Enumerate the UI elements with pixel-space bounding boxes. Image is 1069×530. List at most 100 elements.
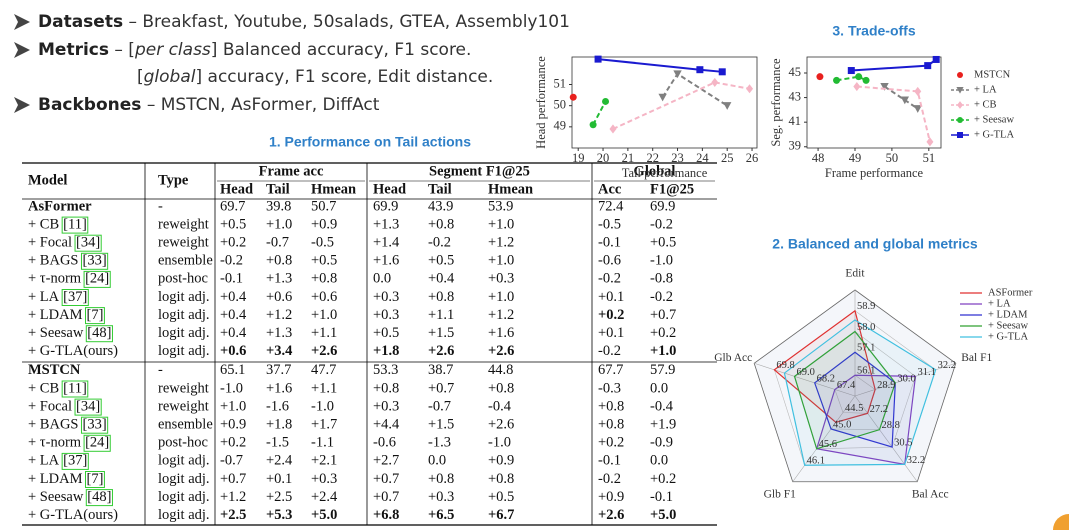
table-group-header: Segment F1@25 <box>429 163 530 179</box>
table-cell: +2.6 <box>598 507 624 523</box>
citation-box <box>61 452 89 470</box>
table-cell: +2.6 <box>488 343 514 359</box>
table-subheader: Hmean <box>311 181 356 197</box>
bullet-text: global <box>144 67 196 87</box>
marker <box>609 124 617 134</box>
table-cell: +0.3 <box>373 289 399 305</box>
radar-tick-label: 44.5 <box>845 403 863 414</box>
legend-marker <box>957 72 963 78</box>
table-cell: +2.1 <box>311 453 337 469</box>
marker <box>913 105 922 113</box>
table-header: Model <box>28 172 67 188</box>
table-cell: -0.2 <box>598 471 621 487</box>
table-cell: -0.2 <box>650 289 673 305</box>
table-cell: +0.4 <box>428 271 455 287</box>
table-cell: +0.3 <box>373 398 399 414</box>
table-cell: +0.8 <box>428 471 454 487</box>
table-cell: +0.1 <box>266 471 292 487</box>
table-cell: 0.0 <box>650 380 668 396</box>
table-cell: +0.3 <box>373 307 399 323</box>
table-cell: 50.7 <box>311 198 336 214</box>
table-cell: +1.8 <box>373 343 399 359</box>
y-axis-label: Seg. performance <box>769 58 783 147</box>
citation-box <box>85 471 105 488</box>
table-cell: +0.9 <box>311 216 337 232</box>
table-subheader: Tail <box>428 181 452 197</box>
citation-box <box>85 489 113 507</box>
citation-box <box>83 270 111 288</box>
table-cell: +0.9 <box>220 417 246 433</box>
citation: [24] <box>85 271 109 287</box>
model-name: + CB <box>28 216 59 232</box>
table-cell: -1.0 <box>220 380 243 396</box>
bullet-text: [ <box>137 67 144 87</box>
radar-axis-label: Bal F1 <box>961 352 992 364</box>
radar-tick-label: 69.8 <box>776 360 794 371</box>
citation-box <box>85 307 105 325</box>
table-cell: +6.7 <box>488 507 514 523</box>
table-cell: -1.0 <box>311 398 334 414</box>
legend-label: + LA <box>974 84 997 95</box>
radar-tick-label: 56.1 <box>857 366 875 377</box>
radar-series <box>773 309 876 424</box>
y-tick-label: 43 <box>789 89 802 103</box>
table-cell: 37.7 <box>266 362 291 378</box>
table-cell: 57.9 <box>650 362 675 378</box>
bullet-text: ] accuracy, F1 score, Edit distance. <box>196 67 494 87</box>
marker <box>658 93 667 102</box>
model-name: + τ-norm <box>28 435 82 451</box>
method-type: logit adj. <box>158 489 210 505</box>
legend-marker <box>956 87 964 94</box>
radar-tick-label: 46.1 <box>807 456 825 467</box>
table-cell: 0.0 <box>373 271 391 287</box>
radar-tick-label: 57.1 <box>857 343 875 354</box>
table-cell: -0.9 <box>650 435 673 451</box>
radar-axis-label: Edit <box>845 268 865 280</box>
bullet-line: Backbones – MSTCN, AsFormer, DiffAct <box>38 95 380 115</box>
marker <box>569 93 577 101</box>
marker <box>847 67 855 75</box>
table-cell: +2.5 <box>266 489 292 505</box>
citation: [37] <box>63 453 87 469</box>
legend-marker <box>957 101 963 109</box>
table-cell: -1.0 <box>488 435 511 451</box>
citation: [34] <box>76 398 100 414</box>
method-type: reweight <box>158 235 209 251</box>
table-cell: +1.3 <box>266 325 292 341</box>
radar-tick-label: 58.9 <box>857 301 875 312</box>
radar-series <box>813 351 896 448</box>
table-cell: +0.5 <box>650 235 676 251</box>
legend-label: + G-TLA <box>974 129 1014 140</box>
table-cell: +0.2 <box>598 435 624 451</box>
table-cell: +0.9 <box>488 453 514 469</box>
table-cell: +0.3 <box>428 489 454 505</box>
table-group-header: Global <box>634 163 676 179</box>
table-subheader: Head <box>220 181 253 197</box>
table-cell: -1.0 <box>650 253 673 269</box>
table-cell: +0.5 <box>428 253 454 269</box>
table-cell: -0.4 <box>650 398 674 414</box>
bullet-text: Datasets <box>38 12 123 32</box>
table-cell: +1.1 <box>311 325 337 341</box>
citation: [34] <box>76 235 100 251</box>
legend-label: + LDAM <box>988 309 1028 320</box>
table-cell: 69.9 <box>650 198 675 214</box>
table-cell: +0.2 <box>650 471 676 487</box>
table-cell: +0.3 <box>488 271 514 287</box>
series-line <box>851 58 937 72</box>
radar-axis-label: Bal Acc <box>912 488 949 500</box>
table-cell: -0.2 <box>428 235 451 251</box>
table-cell: -0.2 <box>598 271 621 287</box>
y-tick-label: 49 <box>554 119 567 133</box>
marker <box>880 83 889 91</box>
method-type: - <box>158 362 163 378</box>
marker <box>711 77 719 87</box>
x-axis-label: Frame performance <box>825 166 924 180</box>
marker <box>932 55 940 63</box>
table-subheader: Head <box>373 181 406 197</box>
radar-tick-label: 69.0 <box>797 367 815 378</box>
table-cell: 67.7 <box>598 362 623 378</box>
table-cell: +1.0 <box>266 216 292 232</box>
table-cell: +0.2 <box>650 325 676 341</box>
